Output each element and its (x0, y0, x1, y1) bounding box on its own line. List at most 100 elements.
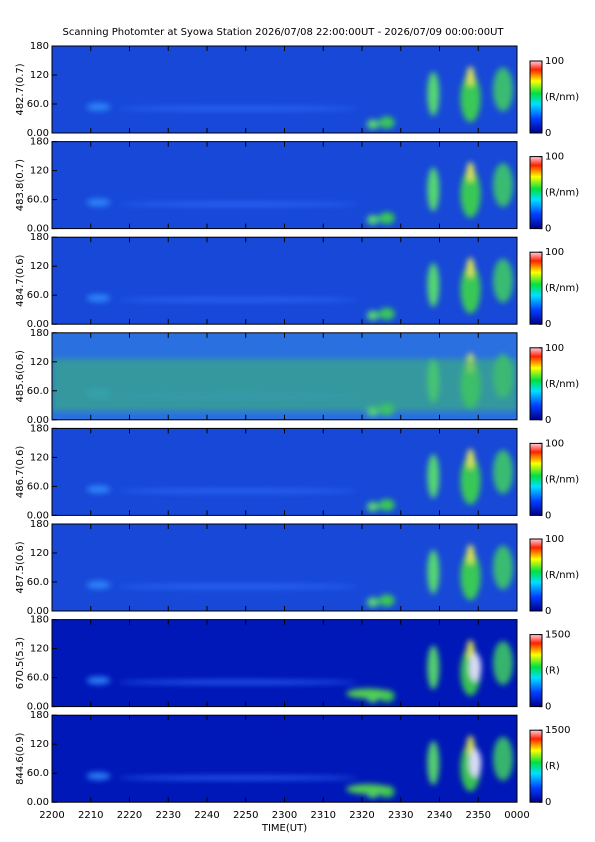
colorbar: 0 100 (R/nm) (529, 343, 579, 426)
emission-feature (366, 119, 379, 130)
y-tick-label: 120 (30, 357, 49, 368)
colorbar: 0 100 (R/nm) (529, 438, 579, 521)
emission-feature (52, 358, 517, 412)
heatmap-background (52, 715, 517, 803)
heatmap-features (86, 544, 514, 608)
emission-feature (493, 258, 514, 303)
panel: 0.00 60.0 120 180 2200 2210 2220 2230 2240 2250 23… (15, 710, 530, 834)
colorbar-gradient (529, 156, 543, 230)
x-tick-label: 2300 (272, 810, 297, 821)
heatmap-image (52, 46, 517, 133)
y-axis-label: 482.7(0.7) (15, 63, 26, 115)
colorbar-label: (R/nm) (545, 188, 579, 199)
x-tick-label: 2220 (117, 810, 142, 821)
y-tick-label: 120 (30, 739, 49, 750)
emission-feature (466, 162, 475, 183)
y-tick-label: 120 (30, 70, 49, 81)
colorbar: 0 1500 (R) (529, 725, 570, 808)
y-tick-label: 60.0 (27, 99, 49, 110)
emission-feature (427, 71, 440, 116)
chart-title: Scanning Photomter at Syowa Station 2026… (62, 27, 504, 38)
colorbar-tick-label: 1500 (545, 725, 570, 736)
emission-feature (427, 263, 440, 308)
y-tick-label: 180 (30, 615, 49, 626)
y-tick-label: 0.00 (27, 415, 49, 426)
y-tick-label: 0.00 (27, 797, 49, 808)
y-tick-label: 180 (30, 423, 49, 434)
heatmap-features (86, 640, 514, 703)
colorbar-tick-label: 0 (545, 415, 551, 426)
y-tick-label: 120 (30, 452, 49, 463)
x-tick-label: 2310 (311, 810, 336, 821)
colorbar-tick-label: 0 (545, 606, 551, 617)
colorbar-gradient (529, 251, 543, 325)
panel: 0.00 60.0 120 180 484.7(0.6) (15, 232, 518, 330)
x-tick-label: 2340 (427, 810, 452, 821)
colorbar-tick-label: 100 (545, 534, 564, 545)
emission-feature (346, 688, 391, 699)
y-tick-label: 180 (30, 232, 49, 243)
y-tick-label: 60.0 (27, 386, 49, 397)
heatmap-background (52, 141, 517, 229)
emission-feature (378, 116, 395, 129)
y-axis-label: 844.6(0.9) (15, 732, 26, 784)
heatmap-background (52, 428, 517, 516)
emission-feature (118, 106, 358, 111)
colorbar-label: (R/nm) (545, 570, 579, 581)
panel: 0.00 60.0 120 180 483.8(0.7) (15, 137, 518, 235)
y-axis-label: 486.7(0.6) (15, 446, 26, 498)
y-tick-label: 120 (30, 548, 49, 559)
colorbar-gradient (529, 347, 543, 421)
colorbar-gradient (529, 538, 543, 612)
y-tick-label: 0.00 (27, 224, 49, 235)
y-axis-label: 670.5(5.3) (15, 637, 26, 689)
emission-feature (427, 167, 440, 212)
y-tick-label: 180 (30, 328, 49, 339)
emission-feature (366, 597, 379, 608)
heatmap-background (52, 524, 517, 611)
emission-feature (346, 784, 391, 795)
heatmap-image (52, 715, 517, 803)
heatmap-image (52, 237, 517, 325)
y-tick-label: 60.0 (27, 481, 49, 492)
colorbar-label: (R) (545, 666, 560, 677)
emission-feature (86, 294, 111, 303)
colorbar-tick-label: 0 (545, 128, 551, 139)
heatmap-image (52, 332, 517, 420)
y-tick-label: 0.00 (27, 510, 49, 521)
heatmap-image (52, 619, 517, 707)
emission-feature (118, 202, 358, 207)
emission-feature (118, 584, 358, 589)
emission-feature (466, 544, 475, 565)
x-tick-label: 2350 (466, 810, 491, 821)
emission-feature (493, 736, 514, 781)
heatmap-background (52, 619, 517, 707)
emission-feature (460, 265, 481, 314)
heatmap-background (52, 46, 517, 133)
emission-feature (460, 169, 481, 218)
colorbar: 0 100 (R/nm) (529, 534, 579, 617)
colorbar-tick-label: 100 (545, 247, 564, 258)
y-tick-label: 180 (30, 41, 49, 52)
x-tick-label: 2240 (194, 810, 219, 821)
colorbar-gradient (529, 729, 543, 803)
emission-feature (493, 545, 514, 590)
panel: 0.00 60.0 120 180 486.7(0.6) (15, 423, 518, 521)
heatmap-background (52, 237, 517, 325)
heatmap-features (86, 735, 514, 799)
emission-feature (493, 449, 514, 494)
emission-feature (427, 549, 440, 594)
emission-feature (378, 498, 395, 511)
emission-feature (86, 102, 111, 111)
emission-feature (118, 297, 358, 302)
emission-feature (118, 489, 358, 494)
emission-feature (118, 680, 358, 685)
emission-feature (460, 552, 481, 601)
colorbar: 0 100 (R/nm) (529, 152, 579, 235)
x-tick-label: 2250 (233, 810, 258, 821)
emission-feature (366, 214, 379, 225)
emission-feature (427, 454, 440, 499)
colorbar: 0 100 (R/nm) (529, 56, 579, 139)
emission-feature (86, 198, 111, 207)
